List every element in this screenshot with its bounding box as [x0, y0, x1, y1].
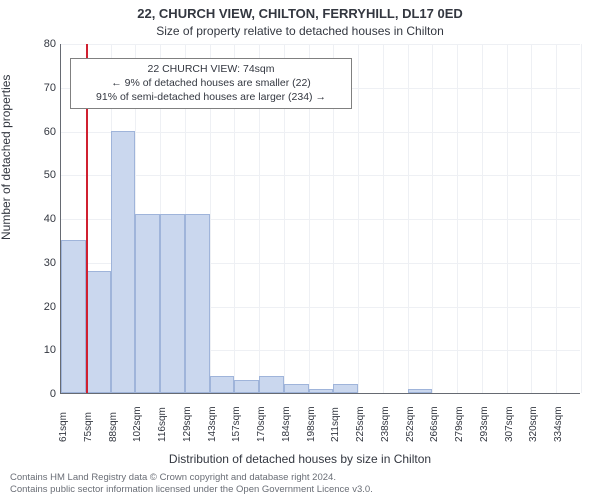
x-tick-label: 225sqm [355, 406, 366, 442]
x-tick-label: 238sqm [380, 406, 391, 442]
x-tick-label: 102sqm [132, 406, 143, 442]
y-tick-label: 70 [26, 82, 56, 94]
annotation-line: 22 CHURCH VIEW: 74sqm [77, 62, 345, 76]
histogram-bar [333, 384, 358, 393]
gridline-vertical [482, 44, 483, 393]
x-tick-label: 252sqm [405, 406, 416, 442]
gridline-vertical [408, 44, 409, 393]
annotation-box: 22 CHURCH VIEW: 74sqm ← 9% of detached h… [70, 58, 352, 109]
x-tick-label: 88sqm [108, 412, 119, 442]
x-tick-label: 116sqm [157, 407, 168, 442]
x-tick-label: 170sqm [256, 406, 267, 442]
histogram-bar [61, 240, 86, 393]
x-tick-label: 129sqm [182, 406, 193, 442]
x-tick-label: 279sqm [454, 406, 465, 442]
y-tick-label: 50 [26, 169, 56, 181]
x-axis-label: Distribution of detached houses by size … [0, 452, 600, 466]
gridline-vertical [581, 44, 582, 393]
gridline-vertical [507, 44, 508, 393]
histogram-bar [408, 389, 433, 393]
annotation-line: 91% of semi-detached houses are larger (… [77, 90, 345, 104]
x-tick-label: 211sqm [330, 407, 341, 442]
chart-title: 22, CHURCH VIEW, CHILTON, FERRYHILL, DL1… [0, 6, 600, 21]
y-tick-label: 80 [26, 38, 56, 50]
x-tick-label: 320sqm [528, 406, 539, 442]
figure: 22, CHURCH VIEW, CHILTON, FERRYHILL, DL1… [0, 0, 600, 500]
histogram-bar [185, 214, 210, 393]
gridline-vertical [556, 44, 557, 393]
y-tick-label: 30 [26, 257, 56, 269]
y-tick-label: 60 [26, 126, 56, 138]
gridline-horizontal [61, 44, 580, 45]
x-tick-label: 266sqm [429, 406, 440, 442]
gridline-horizontal [61, 175, 580, 176]
x-tick-label: 157sqm [231, 406, 242, 442]
x-tick-label: 307sqm [504, 406, 515, 442]
footer-line: Contains HM Land Registry data © Crown c… [10, 472, 373, 484]
histogram-bar [309, 389, 334, 393]
histogram-bar [284, 384, 309, 393]
footer-attribution: Contains HM Land Registry data © Crown c… [10, 472, 373, 496]
gridline-vertical [383, 44, 384, 393]
gridline-vertical [457, 44, 458, 393]
x-tick-label: 184sqm [281, 406, 292, 442]
annotation-line: ← 9% of detached houses are smaller (22) [77, 76, 345, 90]
y-tick-label: 10 [26, 344, 56, 356]
gridline-horizontal [61, 132, 580, 133]
x-tick-label: 143sqm [207, 406, 218, 442]
histogram-bar [160, 214, 185, 393]
y-tick-label: 20 [26, 301, 56, 313]
x-tick-label: 293sqm [479, 406, 490, 442]
gridline-vertical [531, 44, 532, 393]
x-tick-label: 334sqm [553, 406, 564, 442]
x-tick-label: 75sqm [83, 412, 94, 442]
footer-line: Contains public sector information licen… [10, 484, 373, 496]
histogram-bar [111, 131, 136, 394]
x-tick-label: 61sqm [58, 412, 69, 442]
histogram-bar [259, 376, 284, 394]
x-tick-label: 198sqm [306, 406, 317, 442]
histogram-bar [135, 214, 160, 393]
y-tick-label: 40 [26, 213, 56, 225]
y-tick-label: 0 [26, 388, 56, 400]
histogram-bar [234, 380, 259, 393]
y-axis-label: Number of detached properties [0, 75, 13, 240]
histogram-bar [210, 376, 235, 394]
chart-subtitle: Size of property relative to detached ho… [0, 24, 600, 38]
histogram-bar [86, 271, 111, 394]
gridline-vertical [432, 44, 433, 393]
gridline-vertical [358, 44, 359, 393]
